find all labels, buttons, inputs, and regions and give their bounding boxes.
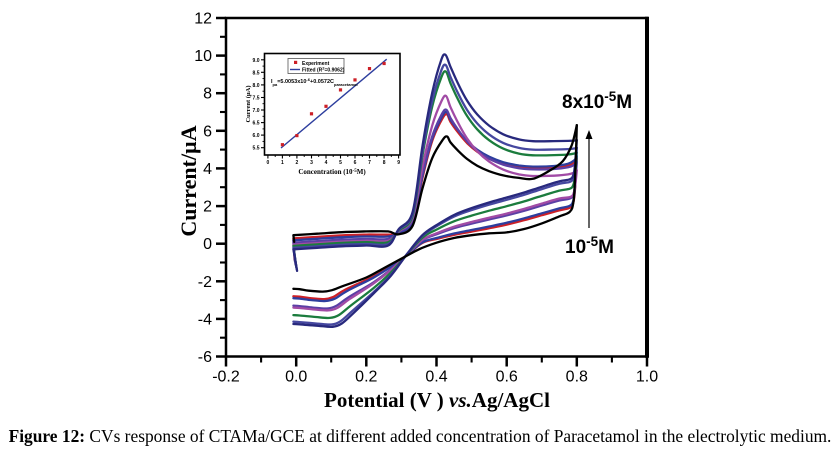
svg-text:6: 6 — [203, 123, 212, 140]
svg-text:6.5: 6.5 — [253, 121, 260, 127]
svg-text:0.4: 0.4 — [425, 369, 447, 386]
svg-text:7.0: 7.0 — [253, 108, 260, 114]
svg-text:7.5: 7.5 — [253, 96, 260, 102]
svg-text:9.0: 9.0 — [253, 58, 260, 64]
svg-text:-2: -2 — [198, 274, 212, 291]
svg-text:0: 0 — [203, 236, 212, 253]
svg-text:6: 6 — [354, 160, 357, 166]
svg-text:10-5M: 10-5M — [565, 234, 614, 259]
svg-text:8x10-5M: 8x10-5M — [562, 89, 632, 114]
svg-text:8.5: 8.5 — [253, 70, 260, 76]
svg-text:1.0: 1.0 — [636, 369, 658, 386]
svg-text:3: 3 — [310, 160, 313, 166]
svg-text:5: 5 — [339, 160, 342, 166]
svg-text:4: 4 — [325, 160, 328, 166]
svg-text:Ipa=5.0053x10-6+0.0572Cparacet: Ipa=5.0053x10-6+0.0572Cparacetamol — [271, 77, 358, 87]
svg-text:12: 12 — [194, 11, 212, 28]
svg-text:10: 10 — [194, 48, 212, 65]
svg-text:8: 8 — [203, 86, 212, 103]
svg-text:8.0: 8.0 — [253, 83, 260, 89]
svg-text:0.2: 0.2 — [355, 369, 377, 386]
svg-text:-4: -4 — [198, 311, 212, 328]
svg-text:0.8: 0.8 — [566, 369, 588, 386]
svg-text:-0.2: -0.2 — [212, 369, 240, 386]
svg-text:2: 2 — [203, 199, 212, 216]
svg-text:Fitted (R2=0.9062): Fitted (R2=0.9062) — [302, 65, 345, 74]
svg-text:Current (µA): Current (µA) — [245, 85, 252, 122]
svg-text:Concentration (10-5M): Concentration (10-5M) — [298, 168, 366, 176]
svg-text:8: 8 — [383, 160, 386, 166]
svg-text:2: 2 — [296, 160, 299, 166]
svg-text:5.5: 5.5 — [253, 146, 260, 152]
svg-text:Potential (V ) vs.Ag/AgCl: Potential (V ) vs.Ag/AgCl — [324, 388, 550, 412]
svg-text:0.0: 0.0 — [285, 369, 307, 386]
svg-text:7: 7 — [368, 160, 371, 166]
svg-text:0.6: 0.6 — [496, 369, 518, 386]
svg-text:4: 4 — [203, 161, 212, 178]
svg-text:1: 1 — [281, 160, 284, 166]
svg-text:0: 0 — [267, 160, 270, 166]
svg-text:Experiment: Experiment — [302, 61, 330, 67]
svg-text:Current/µA: Current/µA — [176, 125, 201, 236]
svg-text:-6: -6 — [198, 349, 212, 366]
svg-text:9: 9 — [397, 160, 400, 166]
svg-text:6.0: 6.0 — [253, 133, 260, 139]
